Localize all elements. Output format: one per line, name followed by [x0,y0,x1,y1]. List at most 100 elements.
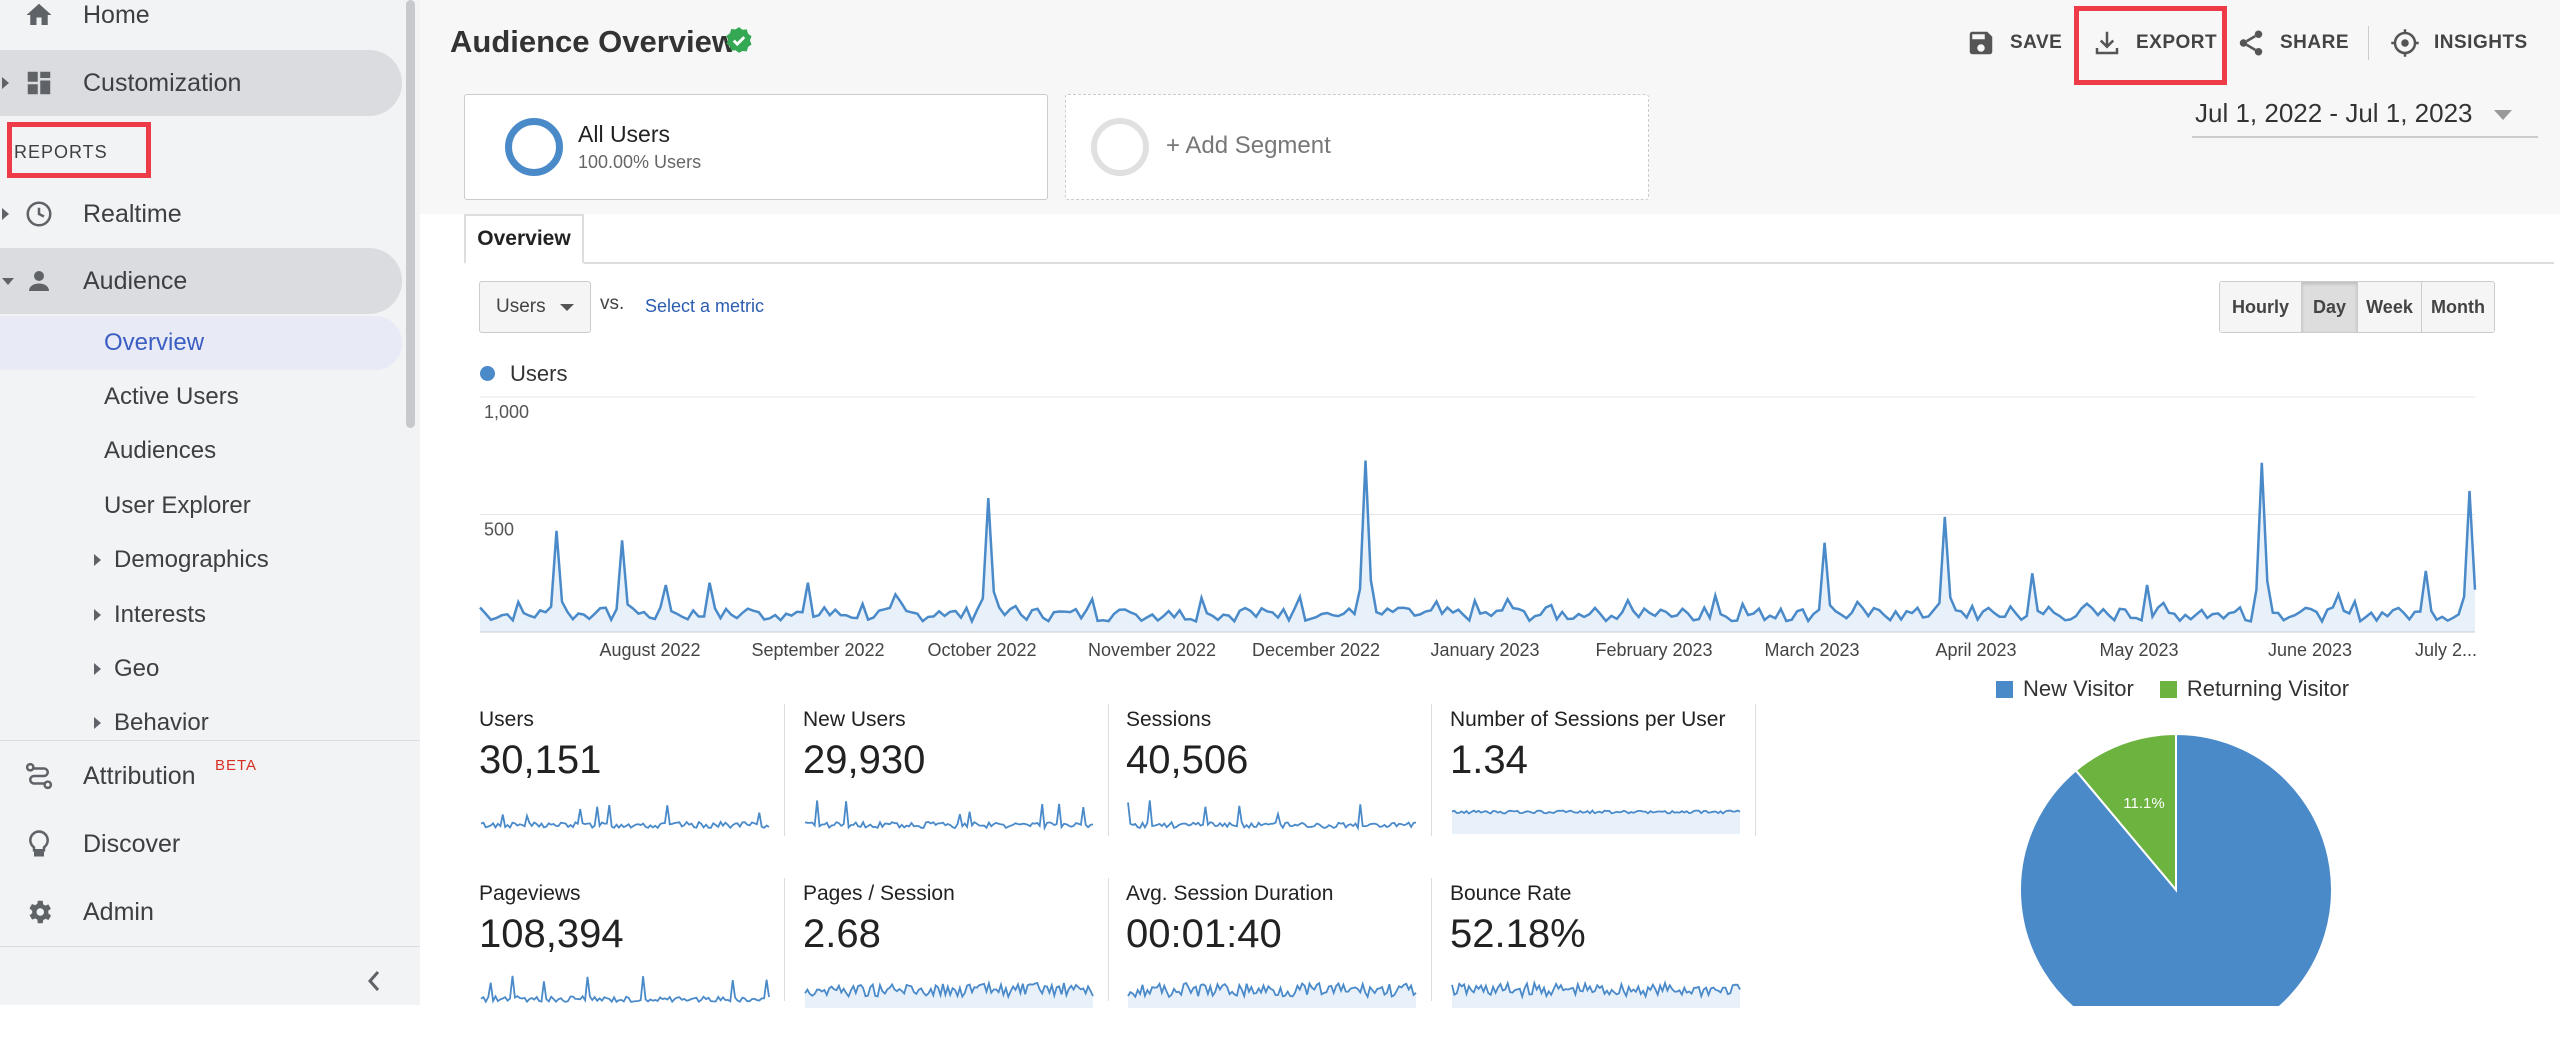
metric-separator [1108,704,1109,836]
x-tick-label: October 2022 [927,640,1036,660]
metric-value: 00:01:40 [1126,912,1282,956]
metric-label: Pages / Session [803,882,955,905]
reports-heading: REPORTS [14,142,108,162]
metric-sparkline [480,804,770,830]
granularity-hourly-button[interactable]: Hourly [2220,282,2302,332]
chevron-down-icon [2,277,14,285]
metric-sparkline [480,975,770,1004]
metric-tile[interactable]: Avg. Session Duration 00:01:40 [1126,882,1448,1047]
segment-color-ring [505,118,563,176]
sidebar-item-demographics[interactable]: Demographics [0,533,402,587]
metric-value: 108,394 [479,912,624,956]
vs-label: vs. [600,293,625,314]
metric-sparkline [1127,800,1417,831]
chevron-down-icon[interactable] [2494,110,2512,120]
collapse-sidebar-button[interactable] [362,966,386,996]
insights-label: INSIGHTS [2434,32,2528,53]
granularity-toggle: Hourly Day Week Month [2219,281,2495,333]
save-label: SAVE [2010,32,2063,53]
metric-tile[interactable]: Number of Sessions per User 1.34 [1450,708,1772,873]
metric-tile[interactable]: Users 30,151 [479,708,801,873]
legend-swatch-returning-visitor [2159,680,2177,698]
share-button[interactable]: SHARE [2236,24,2349,62]
sidebar-item-label: Interests [114,601,207,628]
sidebar-item-label: Audience [83,266,188,295]
metric-value: 40,506 [1126,738,1249,782]
x-tick-label: November 2022 [1088,640,1216,660]
x-tick-label: April 2023 [1935,640,2016,660]
metric-separator [1431,878,1432,1001]
x-tick-label: July 2... [2415,640,2477,660]
add-segment-button[interactable]: + Add Segment [1065,94,1649,200]
sidebar-item-audiences[interactable]: Audiences [0,424,402,478]
chevron-down-icon [560,304,574,311]
metric-tile[interactable]: Pageviews 108,394 [479,882,801,1047]
chevron-right-icon [94,554,101,566]
metric-tile[interactable]: New Users 29,930 [803,708,1125,873]
sidebar-item-label: User Explorer [104,492,251,519]
chevron-right-icon [94,663,101,675]
sidebar-item-label: Overview [104,329,205,356]
segment-percentage: 100.00% Users [578,152,702,172]
share-icon [2239,30,2263,56]
x-tick-label: August 2022 [599,640,700,660]
sidebar-item-label: Active Users [104,383,239,410]
sidebar-item-label: Discover [83,829,181,858]
sidebar-item-interests[interactable]: Interests [0,588,402,642]
segment-name: All Users [578,121,671,147]
select-metric-link[interactable]: Select a metric [645,296,765,316]
y-tick-label: 500 [484,520,514,540]
metric-select-value: Users [496,296,546,317]
granularity-month-button[interactable]: Month [2422,282,2494,332]
insights-icon [2391,29,2419,57]
sparkline-line [480,804,770,830]
sidebar-item-active-users[interactable]: Active Users [0,370,402,424]
metric-tile[interactable]: Pages / Session 2.68 [803,882,1125,1047]
x-tick-label: June 2023 [2268,640,2352,660]
sidebar-scrollbar[interactable] [406,0,415,428]
beta-badge: BETA [215,757,258,774]
sidebar: Home Customization REPORTS Realtime Audi… [0,0,420,1005]
metric-select[interactable]: Users [479,281,591,333]
metric-separator [1108,878,1109,1001]
y-tick-label: 1,000 [484,402,529,422]
metric-tile[interactable]: Bounce Rate 52.18% [1450,882,1772,1047]
sidebar-item-audience[interactable]: Audience [0,248,402,314]
metric-label: Number of Sessions per User [1450,708,1726,731]
metric-separator [784,704,785,836]
x-tick-label: February 2023 [1595,640,1712,660]
sidebar-item-behavior[interactable]: Behavior [0,696,402,750]
legend-swatch-new-visitor [1996,680,2013,698]
tab-overview[interactable]: Overview [464,214,584,264]
metric-sparkline [1451,979,1741,1008]
metric-tile[interactable]: Sessions 40,506 [1126,708,1448,873]
reports-highlight-box [7,122,151,178]
sidebar-item-overview[interactable]: Overview [0,316,402,370]
sparkline-line [1451,809,1741,815]
chevron-right-icon [2,208,9,220]
chevron-right-icon [94,609,101,621]
sidebar-item-geo[interactable]: Geo [0,642,402,696]
export-label: EXPORT [2136,32,2218,53]
sidebar-item-label: Customization [83,68,242,97]
sidebar-item-user-explorer[interactable]: User Explorer [0,479,402,533]
granularity-day-button[interactable]: Day [2302,282,2358,332]
pie-slice-label: 11.1% [2123,795,2164,812]
sidebar-item-label: Behavior [114,709,209,736]
metric-separator [784,878,785,1001]
export-button[interactable]: EXPORT [2092,24,2217,62]
dashboard-icon [22,66,56,100]
date-range-underline [2192,136,2538,138]
gear-icon [22,895,56,929]
attribution-icon [22,759,56,793]
sidebar-item-customization[interactable]: Customization [0,50,402,116]
metric-separator [1755,704,1756,836]
segment-all-users[interactable]: All Users 100.00% Users [464,94,1048,200]
granularity-week-button[interactable]: Week [2358,282,2422,332]
sparkline-line [1451,979,1741,1000]
verified-icon [726,27,752,53]
date-range-picker[interactable]: Jul 1, 2022 - Jul 1, 2023 [2195,98,2473,128]
save-button[interactable]: SAVE [1966,24,2062,62]
download-icon [2095,31,2119,55]
insights-button[interactable]: INSIGHTS [2390,24,2528,62]
